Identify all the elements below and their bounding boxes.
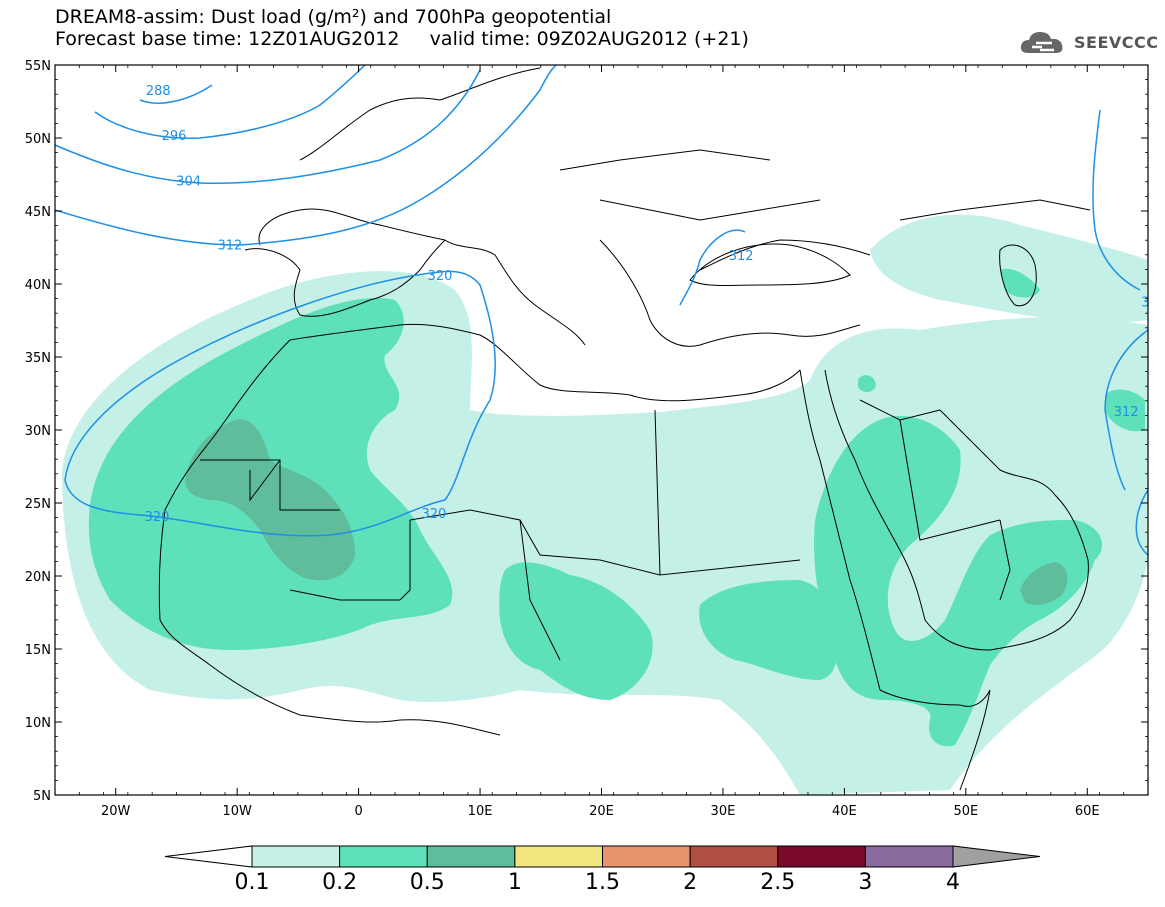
colorbar-level-label: 1.5 bbox=[585, 870, 620, 895]
lon-tick-label: 30E bbox=[711, 804, 736, 819]
lon-tick-label: 20E bbox=[589, 804, 614, 819]
colorbar: 0.1 0.2 0.5 1 1.5 2 2.5 3 4 bbox=[164, 845, 1041, 895]
lat-tick-label: 45N bbox=[25, 205, 51, 220]
cloud-logo-icon bbox=[1020, 32, 1063, 53]
colorbar-level-label: 0.5 bbox=[410, 870, 445, 895]
colorbar-level-label: 3 bbox=[858, 870, 872, 895]
colorbar-level-label: 2 bbox=[683, 870, 697, 895]
lon-tick-label: 60E bbox=[1075, 804, 1100, 819]
contour-label: 296 bbox=[162, 129, 187, 144]
contour-label: 312 bbox=[729, 249, 754, 264]
lat-tick-label: 5N bbox=[33, 789, 51, 804]
colorbar-segment bbox=[339, 845, 428, 868]
contour-label: 288 bbox=[146, 84, 171, 99]
contour-label: 320 bbox=[145, 510, 170, 525]
colorbar-segment bbox=[251, 845, 341, 868]
colorbar-level-label: 0.1 bbox=[235, 870, 270, 895]
contour-labels: 288 296 304 312 320 320 320 312 312 3 bbox=[145, 84, 1150, 525]
lat-tick-label: 35N bbox=[25, 351, 51, 366]
geopotential-contours bbox=[55, 65, 1148, 556]
axis-ticks: 55N 50N 45N 40N 35N 30N 25N 20N 15N 10N 5N 20W 10W 0 1… bbox=[25, 59, 1149, 819]
lat-tick-label: 10N bbox=[25, 716, 51, 731]
lon-tick-label: 40E bbox=[832, 804, 857, 819]
contour-label: 312 bbox=[1114, 405, 1139, 420]
lat-tick-label: 50N bbox=[25, 132, 51, 147]
colorbar-level-label: 2.5 bbox=[760, 870, 795, 895]
contour-label: 3 bbox=[1141, 296, 1149, 311]
logo-text: SEEVCCC bbox=[1074, 32, 1159, 52]
lat-tick-label: 30N bbox=[25, 424, 51, 439]
colorbar-segment bbox=[514, 845, 603, 868]
lon-tick-label: 10W bbox=[222, 804, 252, 819]
lat-tick-label: 55N bbox=[25, 59, 51, 74]
colorbar-segment bbox=[602, 845, 691, 868]
map-title-line1: DREAM8-assim: Dust load (g/m²) and 700hP… bbox=[55, 6, 612, 28]
contour-label: 320 bbox=[421, 507, 446, 522]
seevccc-logo: SEEVCCC bbox=[1018, 26, 1159, 58]
dust-load-fill bbox=[62, 214, 1148, 795]
lon-tick-label: 20W bbox=[101, 804, 131, 819]
coastlines-borders bbox=[158, 67, 1091, 791]
lat-tick-label: 20N bbox=[25, 570, 51, 585]
lon-tick-label: 0 bbox=[354, 804, 362, 819]
lon-tick-label: 10E bbox=[468, 804, 493, 819]
lat-tick-label: 40N bbox=[25, 278, 51, 293]
lat-tick-label: 15N bbox=[25, 643, 51, 658]
colorbar-segment bbox=[689, 845, 779, 868]
colorbar-level-label: 4 bbox=[946, 870, 960, 895]
colorbar-segment bbox=[864, 845, 954, 868]
contour-label: 304 bbox=[176, 174, 201, 189]
colorbar-segment bbox=[777, 845, 866, 868]
lon-tick-label: 50E bbox=[953, 804, 978, 819]
colorbar-level-label: 0.2 bbox=[322, 870, 357, 895]
colorbar-segment bbox=[426, 845, 516, 868]
contour-label: 320 bbox=[428, 269, 453, 284]
colorbar-under-arrow bbox=[164, 845, 253, 868]
colorbar-over-arrow bbox=[952, 845, 1041, 868]
colorbar-level-label: 1 bbox=[508, 870, 522, 895]
lat-tick-label: 25N bbox=[25, 497, 51, 512]
map-title-line2: Forecast base time: 12Z01AUG2012 valid t… bbox=[55, 28, 749, 50]
contour-label: 312 bbox=[217, 239, 242, 254]
